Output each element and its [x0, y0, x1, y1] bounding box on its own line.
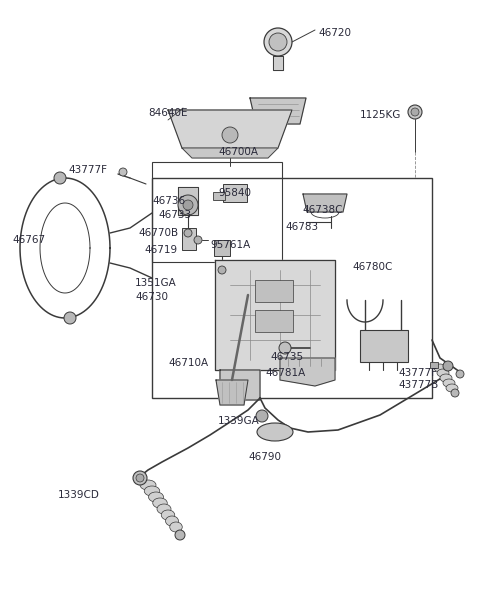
Circle shape [264, 28, 292, 56]
Text: 46736: 46736 [152, 196, 185, 206]
Ellipse shape [153, 498, 167, 508]
Ellipse shape [170, 522, 182, 532]
Text: 1339CD: 1339CD [58, 490, 100, 500]
Text: 95840: 95840 [218, 188, 251, 198]
Ellipse shape [157, 504, 171, 514]
Text: 1339GA: 1339GA [218, 416, 260, 426]
Text: 46781A: 46781A [265, 368, 305, 378]
Polygon shape [178, 187, 198, 215]
Bar [182, 228, 196, 250]
Polygon shape [220, 370, 260, 400]
Circle shape [136, 474, 144, 482]
Circle shape [451, 389, 459, 397]
Polygon shape [215, 260, 335, 370]
Text: 43777B: 43777B [398, 380, 438, 390]
Polygon shape [273, 56, 283, 70]
Text: 46700A: 46700A [218, 147, 258, 157]
Circle shape [256, 410, 268, 422]
Text: 46783: 46783 [285, 222, 318, 232]
Circle shape [183, 200, 193, 210]
Circle shape [175, 530, 185, 540]
Bar [223, 184, 247, 202]
Text: 46738C: 46738C [302, 205, 343, 215]
Circle shape [411, 108, 419, 116]
Polygon shape [216, 380, 248, 405]
Bar [213, 192, 225, 200]
Circle shape [178, 195, 198, 215]
Bar [255, 280, 293, 302]
Ellipse shape [434, 364, 446, 372]
Ellipse shape [440, 374, 452, 382]
Polygon shape [182, 148, 278, 158]
Text: 46719: 46719 [144, 245, 177, 255]
Text: 46790: 46790 [248, 452, 281, 462]
Text: 46720: 46720 [318, 28, 351, 38]
Text: 46770B: 46770B [138, 228, 178, 238]
Circle shape [194, 236, 202, 244]
Circle shape [408, 105, 422, 119]
Circle shape [133, 471, 147, 485]
Circle shape [119, 168, 127, 176]
Circle shape [218, 266, 226, 274]
Bar [152, 178, 432, 398]
Circle shape [269, 33, 287, 51]
Circle shape [279, 342, 291, 354]
Polygon shape [303, 194, 347, 212]
Text: 84640E: 84640E [148, 108, 188, 118]
Bar [360, 330, 408, 362]
Text: 46733: 46733 [158, 210, 191, 220]
Circle shape [443, 361, 453, 371]
Ellipse shape [144, 486, 160, 496]
Circle shape [222, 127, 238, 143]
Text: 43777F: 43777F [398, 368, 437, 378]
Ellipse shape [140, 480, 156, 490]
Bar [152, 162, 282, 262]
Text: 1351GA: 1351GA [135, 278, 177, 288]
Bar [255, 310, 293, 332]
Ellipse shape [166, 516, 179, 526]
Text: 43777F: 43777F [68, 165, 107, 175]
Ellipse shape [257, 423, 293, 441]
Bar [430, 362, 438, 368]
Text: 46735: 46735 [270, 352, 303, 362]
Circle shape [456, 370, 464, 378]
Text: 46767: 46767 [12, 235, 45, 245]
Bar [214, 240, 230, 256]
Text: 46730: 46730 [135, 292, 168, 302]
Text: 1125KG: 1125KG [360, 110, 401, 120]
Ellipse shape [446, 384, 458, 392]
Ellipse shape [443, 379, 455, 387]
Polygon shape [250, 98, 306, 124]
Polygon shape [168, 110, 292, 148]
Text: 46710A: 46710A [168, 358, 208, 368]
Circle shape [64, 312, 76, 324]
Text: 46780C: 46780C [352, 262, 392, 272]
Circle shape [54, 172, 66, 184]
Text: 95761A: 95761A [210, 240, 250, 250]
Circle shape [184, 229, 192, 237]
Ellipse shape [148, 492, 164, 502]
Ellipse shape [161, 510, 175, 520]
Ellipse shape [437, 369, 449, 377]
Polygon shape [280, 358, 335, 386]
